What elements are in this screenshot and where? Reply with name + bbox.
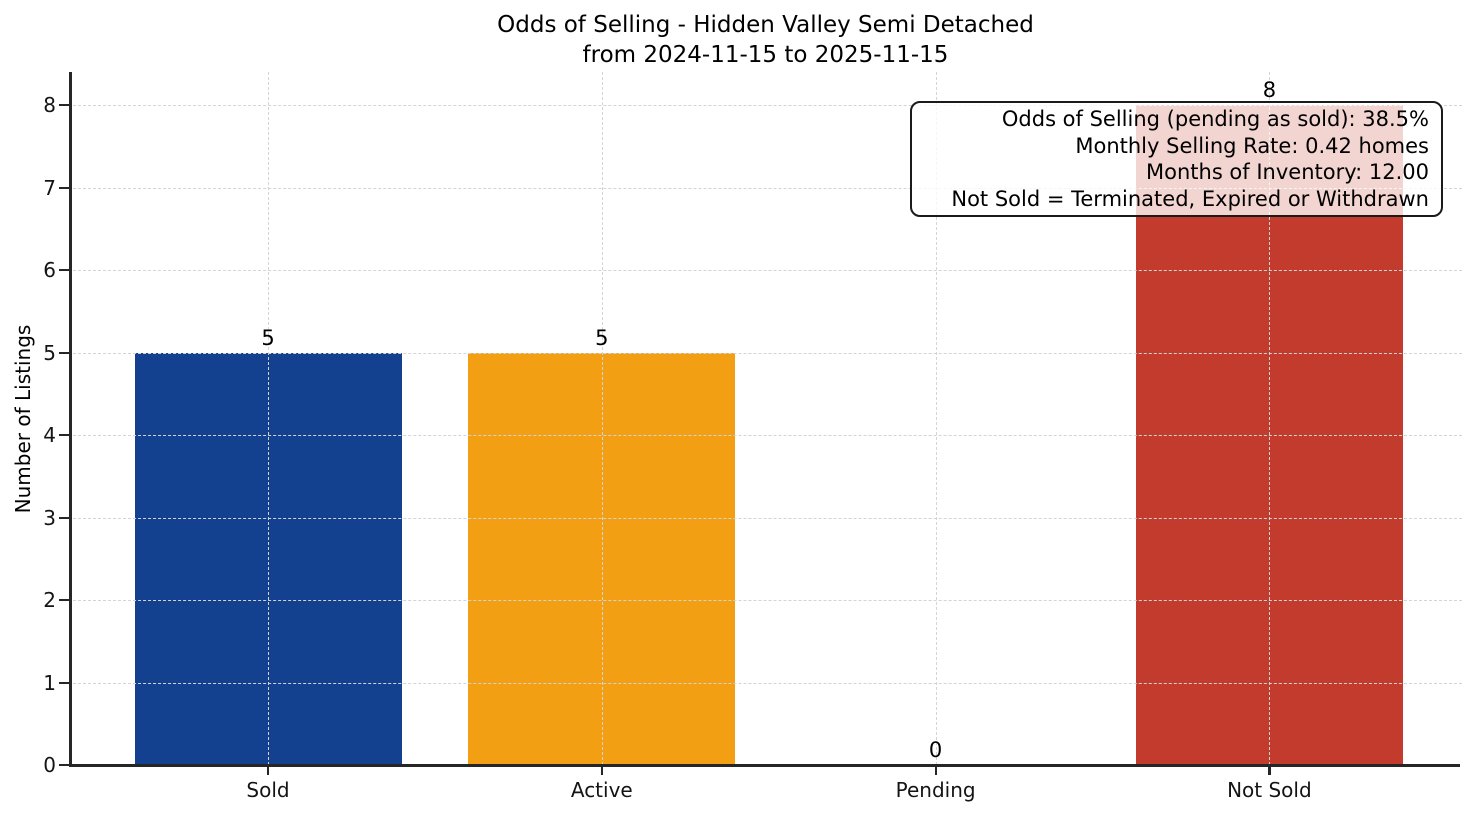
annotation-monthly-selling-rate: Monthly Selling Rate: 0.42 homes bbox=[1075, 133, 1429, 158]
y-tick-label-2: 2 bbox=[43, 588, 56, 612]
annotation-odds-of-selling: Odds of Selling (pending as sold): 38.5% bbox=[1001, 107, 1429, 131]
y-tick-label-4: 4 bbox=[43, 423, 56, 447]
gridline-x-pending bbox=[935, 72, 937, 765]
x-tick-label-pending: Pending bbox=[895, 778, 976, 802]
gridline-x-active bbox=[601, 72, 603, 765]
y-tick-label-7: 7 bbox=[43, 175, 56, 200]
y-tick-mark-0 bbox=[59, 764, 69, 767]
y-tick-mark-8 bbox=[59, 104, 69, 107]
y-tick-mark-1 bbox=[59, 681, 69, 684]
gridline-y-5 bbox=[73, 352, 1462, 354]
y-tick-label-3: 3 bbox=[43, 505, 56, 530]
bar-value-label-not-sold: 8 bbox=[1262, 78, 1277, 102]
y-tick-label-6: 6 bbox=[43, 258, 56, 282]
chart-title-line1: Odds of Selling - Hidden Valley Semi Det… bbox=[497, 12, 1034, 38]
y-tick-mark-5 bbox=[59, 351, 69, 354]
bar-value-label-active: 5 bbox=[595, 325, 609, 350]
gridline-y-2 bbox=[73, 600, 1462, 601]
x-tick-mark-pending bbox=[934, 766, 937, 775]
y-tick-mark-7 bbox=[59, 186, 69, 189]
y-tick-label-1: 1 bbox=[43, 670, 56, 695]
x-tick-label-active: Active bbox=[570, 778, 633, 802]
y-axis-spine bbox=[69, 72, 72, 767]
bar-value-label-sold: 5 bbox=[261, 325, 275, 350]
gridline-y-7 bbox=[73, 187, 1462, 189]
gridline-y-6 bbox=[73, 270, 1462, 271]
bar-value-label-pending: 0 bbox=[928, 738, 943, 762]
gridline-y-3 bbox=[73, 517, 1462, 519]
x-tick-label-not-sold: Not Sold bbox=[1227, 778, 1312, 802]
y-tick-mark-3 bbox=[59, 516, 69, 519]
x-tick-mark-not-sold bbox=[1268, 766, 1271, 775]
y-tick-label-5: 5 bbox=[43, 340, 56, 365]
y-tick-mark-2 bbox=[59, 599, 69, 602]
y-tick-mark-6 bbox=[59, 269, 69, 272]
x-tick-label-sold: Sold bbox=[246, 778, 290, 802]
x-tick-mark-active bbox=[600, 766, 603, 775]
y-tick-label-8: 8 bbox=[43, 93, 56, 117]
gridline-y-1 bbox=[73, 682, 1462, 684]
gridline-x-not-sold bbox=[1269, 72, 1271, 765]
gridline-x-sold bbox=[268, 72, 269, 765]
x-axis-spine bbox=[69, 764, 1460, 767]
chart-title-line2: from 2024-11-15 to 2025-11-15 bbox=[582, 42, 949, 68]
x-tick-mark-sold bbox=[267, 766, 270, 775]
gridline-y-4 bbox=[73, 435, 1462, 436]
gridline-y-8 bbox=[73, 105, 1462, 106]
annotation-not-sold-definition: Not Sold = Terminated, Expired or Withdr… bbox=[951, 186, 1429, 211]
y-tick-label-0: 0 bbox=[43, 753, 56, 777]
annotation-box: Odds of Selling (pending as sold): 38.5%… bbox=[910, 101, 1443, 217]
y-tick-mark-4 bbox=[59, 434, 69, 437]
annotation-months-of-inventory: Months of Inventory: 12.00 bbox=[1146, 160, 1429, 184]
